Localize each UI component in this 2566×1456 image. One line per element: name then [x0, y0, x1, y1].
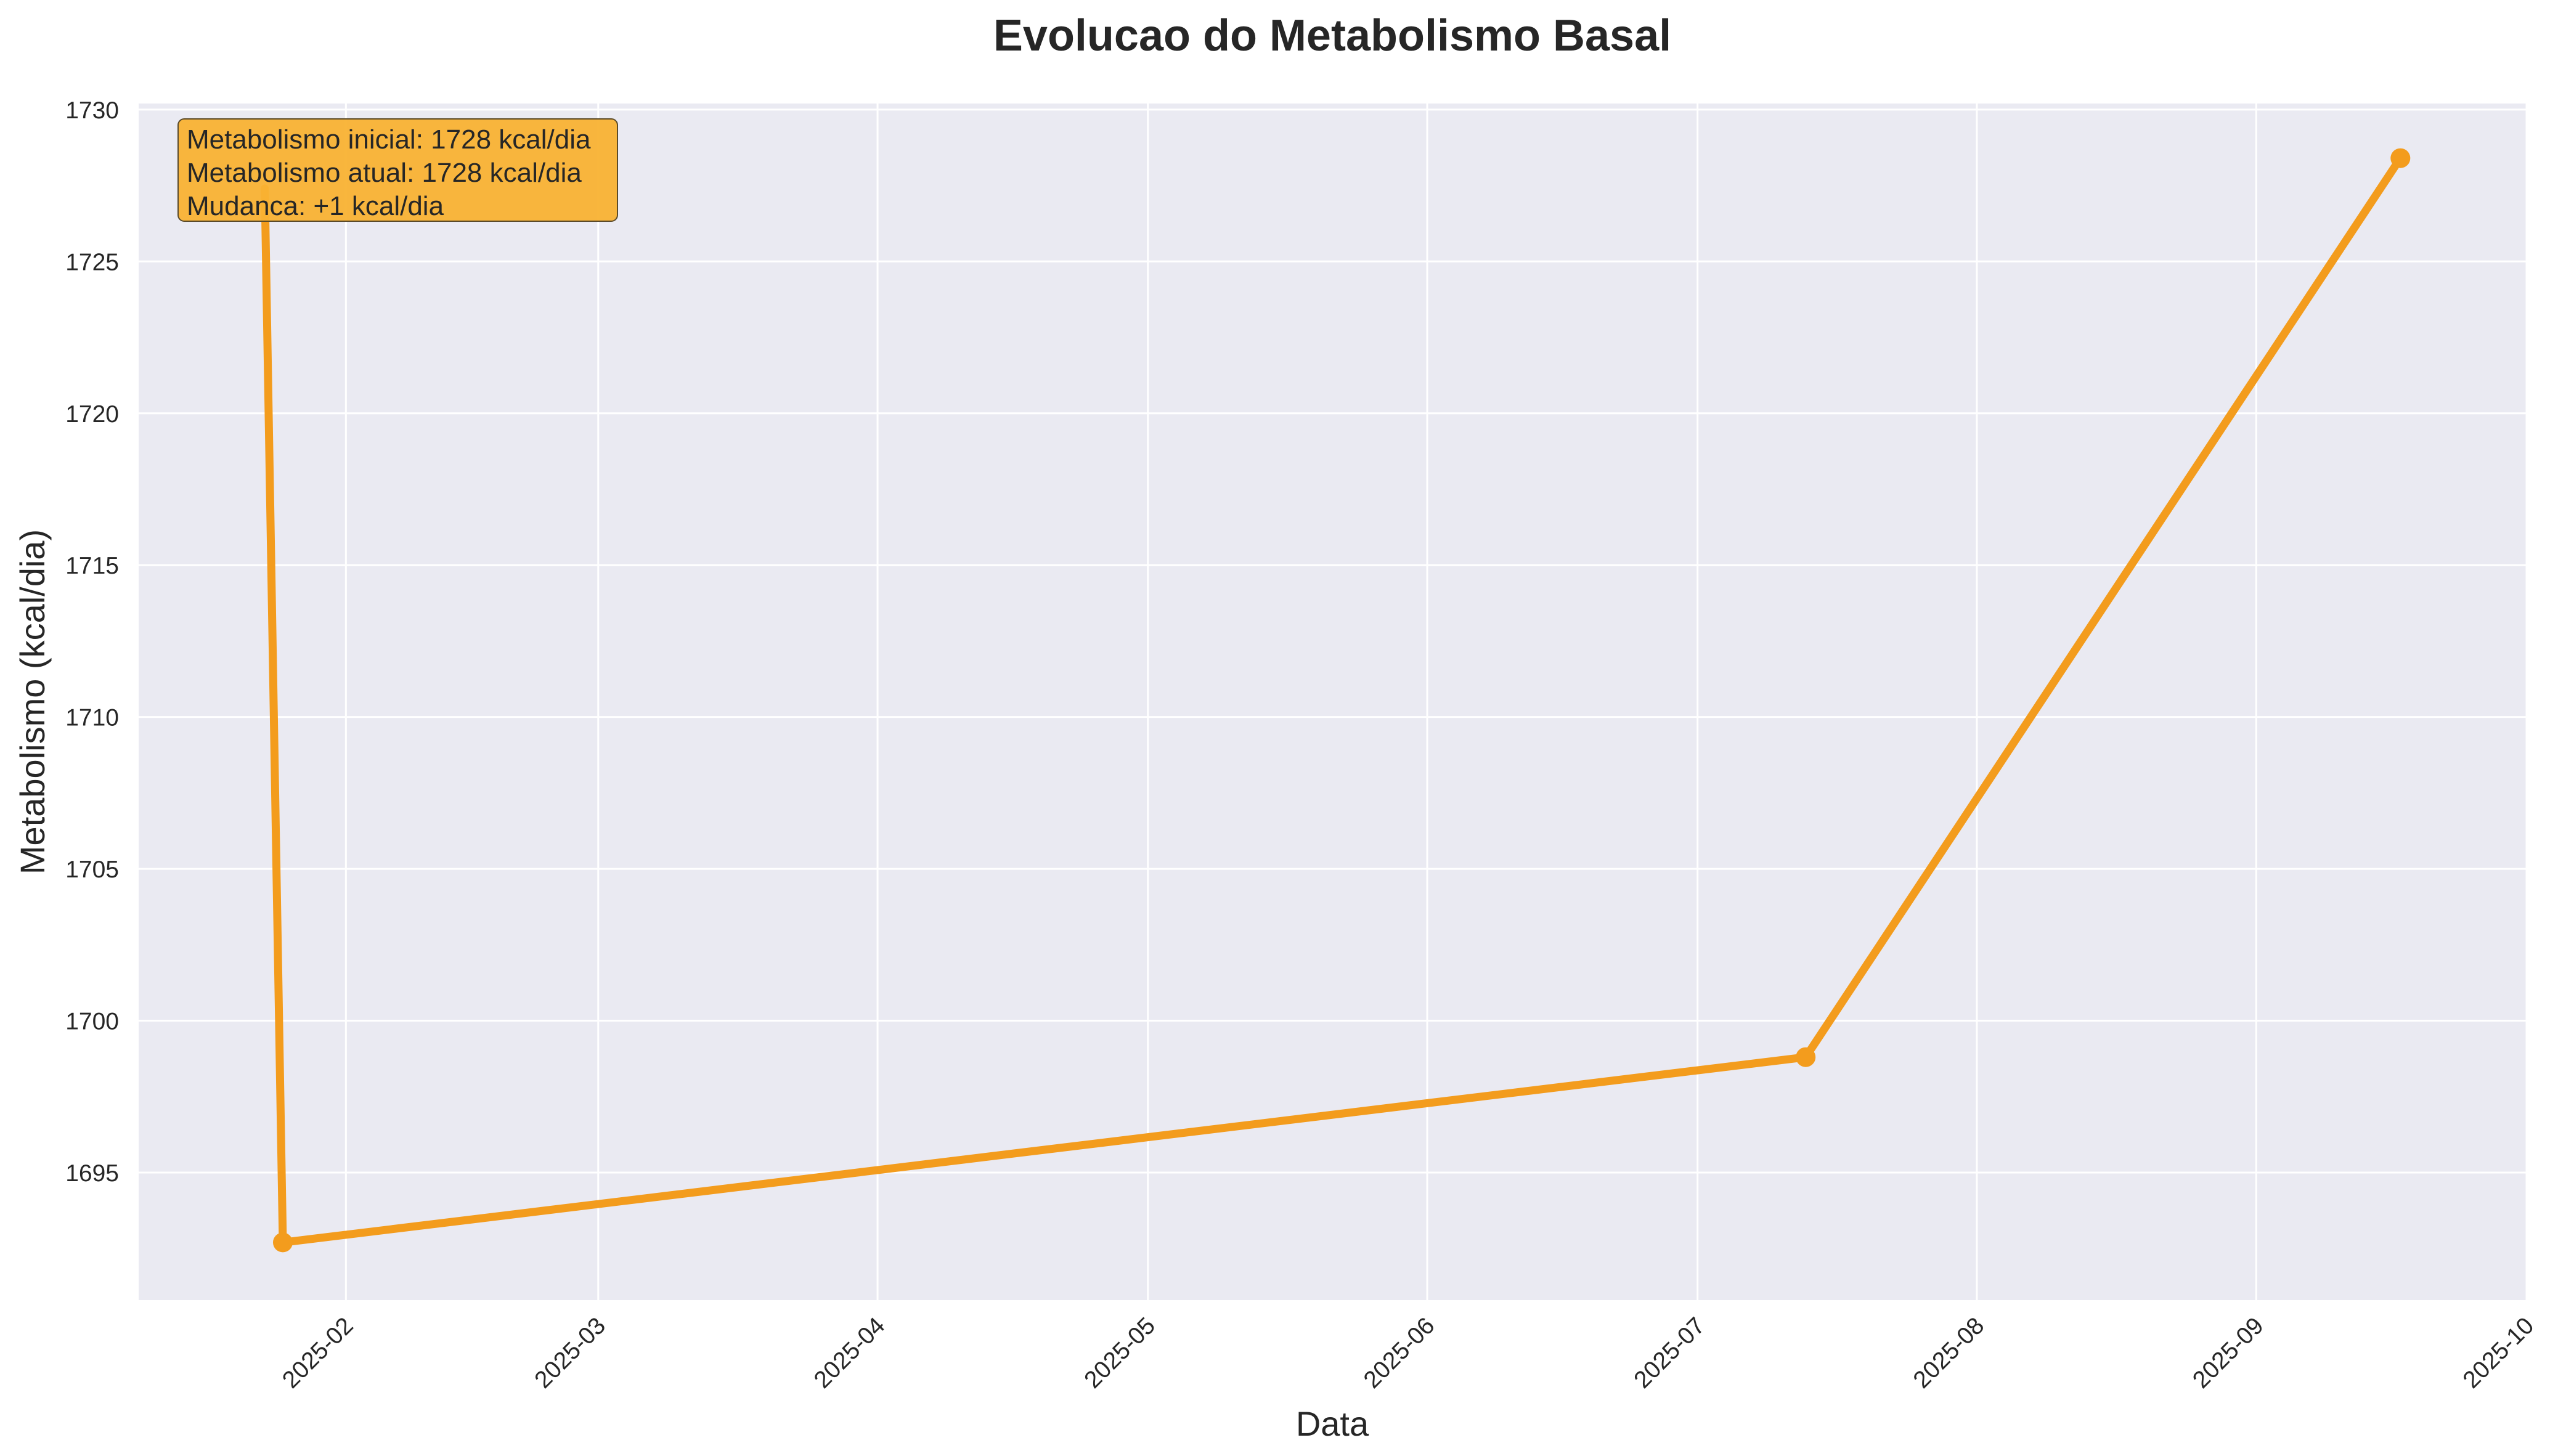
x-tick-label: 2025-04	[809, 1312, 890, 1394]
x-tick-label: 2025-09	[2188, 1312, 2269, 1394]
y-tick-label: 1695	[65, 1160, 119, 1187]
y-tick-label: 1715	[65, 553, 119, 579]
chart-title: Evolucao do Metabolismo Basal	[993, 11, 1671, 60]
x-tick-label: 2025-10	[2458, 1312, 2540, 1394]
annotation-line: Mudanca: +1 kcal/dia	[187, 191, 444, 221]
x-tick-label: 2025-08	[1908, 1312, 1990, 1394]
y-tick-label: 1705	[65, 856, 119, 883]
y-tick-labels: 1695 1700 1705 1710 1715 1720 1725 1730	[65, 97, 119, 1187]
x-tick-label: 2025-03	[529, 1312, 611, 1394]
x-tick-label: 2025-06	[1359, 1312, 1440, 1394]
x-axis-label: Data	[1296, 1404, 1369, 1443]
series-layer	[261, 148, 2411, 1253]
data-point	[2390, 148, 2411, 168]
y-tick-label: 1700	[65, 1009, 119, 1035]
annotation-line: Metabolismo atual: 1728 kcal/dia	[187, 158, 582, 188]
annotation-box: Metabolismo inicial: 1728 kcal/diaMetabo…	[177, 118, 618, 222]
y-tick-label: 1720	[65, 401, 119, 428]
y-tick-label: 1725	[65, 249, 119, 275]
y-tick-label: 1730	[65, 97, 119, 124]
grid-lines	[139, 104, 2528, 1300]
data-point	[273, 1232, 293, 1253]
y-axis-label: Metabolismo (kcal/dia)	[13, 529, 52, 874]
plot-area	[139, 104, 2527, 1300]
annotation-line: Metabolismo inicial: 1728 kcal/dia	[187, 124, 591, 155]
y-tick-label: 1710	[65, 705, 119, 731]
x-tick-label: 2025-05	[1079, 1312, 1160, 1394]
series-line	[261, 154, 2405, 1247]
data-point	[1796, 1047, 1816, 1067]
x-tick-labels: 2025-02 2025-03 2025-04 2025-05 2025-06 2025-…	[277, 1312, 2539, 1394]
annotation-background	[177, 118, 618, 222]
x-tick-label: 2025-02	[277, 1312, 359, 1394]
x-tick-label: 2025-07	[1629, 1312, 1710, 1394]
